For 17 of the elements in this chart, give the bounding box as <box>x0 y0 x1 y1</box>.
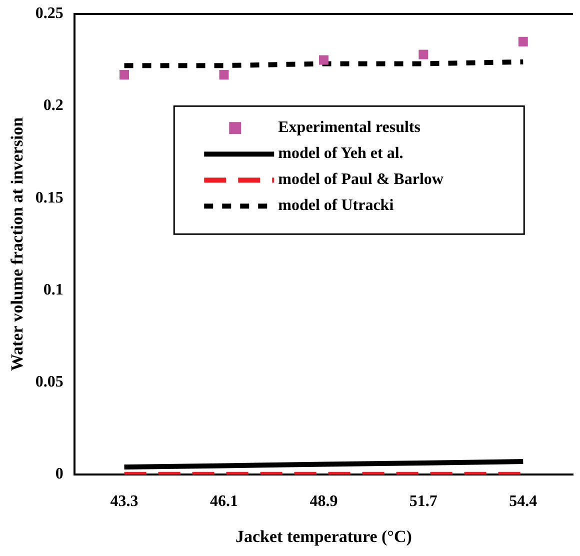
x-tick-label: 54.4 <box>509 493 538 510</box>
y-tick-label: 0.1 <box>43 281 64 298</box>
y-tick-label: 0.15 <box>35 189 64 206</box>
x-tick-label: 43.3 <box>110 493 138 510</box>
legend-label: model of Utracki <box>278 197 394 214</box>
legend-label: model of Yeh et al. <box>278 145 404 162</box>
x-tick-label: 48.9 <box>310 493 338 510</box>
x-tick-label: 51.7 <box>409 493 438 510</box>
legend-label: Experimental results <box>278 119 420 136</box>
y-tick-label: 0.2 <box>43 97 64 114</box>
y-tick-label: 0.05 <box>35 373 64 390</box>
x-tick-label: 46.1 <box>210 493 238 510</box>
y-tick-label: 0 <box>55 466 64 483</box>
legend-label: model of Paul & Barlow <box>278 171 444 188</box>
y-axis-title: Water volume fraction at inversion <box>8 116 27 372</box>
x-axis-title: Jacket temperature (°C) <box>235 527 412 546</box>
y-tick-label: 0.25 <box>35 5 64 22</box>
